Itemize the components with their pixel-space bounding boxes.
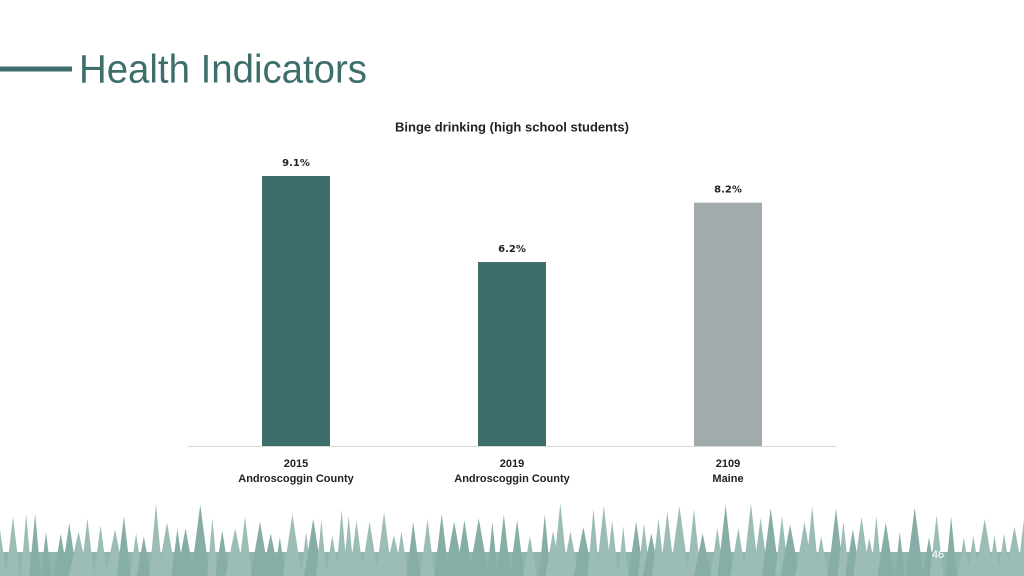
tree [945, 516, 957, 576]
tree [877, 522, 895, 576]
tree [261, 533, 280, 576]
x-tick-label: Maine [712, 473, 743, 485]
tree [176, 528, 195, 576]
tree [905, 507, 924, 576]
tree [596, 505, 612, 576]
bar [478, 262, 546, 446]
bar [262, 176, 330, 446]
tree [468, 518, 489, 576]
tree [237, 516, 253, 576]
tree [325, 535, 340, 576]
tree [93, 525, 108, 576]
tree-border [0, 503, 1024, 576]
tree [509, 519, 525, 576]
x-tick-label: Androscoggin County [454, 473, 570, 485]
tree [349, 520, 364, 576]
tree [539, 514, 551, 576]
tree [870, 515, 882, 576]
tree [552, 503, 568, 576]
tree [814, 536, 828, 576]
tree [149, 503, 163, 576]
tree [496, 514, 511, 576]
tree [0, 529, 7, 576]
tree [573, 527, 593, 576]
data-label: 8.2% [714, 185, 742, 196]
tree [406, 522, 421, 576]
tree [562, 531, 579, 576]
tree [335, 509, 348, 576]
tree [420, 518, 435, 576]
tree [957, 537, 971, 576]
tree [974, 518, 995, 576]
tree [20, 514, 32, 576]
x-tick-label: Androscoggin County [238, 473, 354, 485]
tree [659, 511, 675, 576]
tree [40, 531, 52, 576]
tree [805, 506, 819, 576]
tree [29, 513, 41, 576]
x-tick-label: 2109 [716, 458, 740, 470]
tree [894, 531, 905, 576]
tree [215, 530, 230, 576]
tree [80, 518, 95, 576]
tree [283, 514, 302, 576]
tree [762, 508, 780, 576]
tree [274, 537, 286, 576]
page-number: 46 [932, 549, 944, 561]
tree [375, 512, 393, 576]
chart-title: Binge drinking (high school students) [395, 119, 629, 134]
tree [434, 514, 450, 576]
tree [694, 533, 712, 576]
tree [190, 504, 210, 576]
tree [316, 520, 327, 576]
tree [587, 508, 600, 576]
tree [780, 524, 800, 576]
tree [929, 515, 944, 576]
tree [360, 521, 379, 576]
x-tick-label: 2015 [284, 458, 308, 470]
tree [837, 521, 850, 576]
tree [136, 536, 151, 576]
tree [157, 522, 177, 576]
tree [207, 518, 218, 576]
data-label: 6.2% [498, 244, 526, 255]
tree [523, 536, 537, 576]
tree [394, 531, 408, 576]
tree [1017, 518, 1024, 576]
bar [694, 202, 762, 446]
data-label: 9.1% [282, 158, 310, 169]
tree [487, 522, 498, 576]
tree [618, 526, 629, 576]
tree [455, 520, 473, 576]
slide-title: Health Indicators [79, 48, 367, 92]
tree [988, 535, 1001, 576]
tree [605, 520, 619, 576]
tree [116, 516, 131, 576]
tree [343, 515, 355, 576]
x-tick-label: 2019 [500, 458, 524, 470]
tree [669, 506, 690, 576]
tree [717, 504, 734, 576]
tree [730, 528, 747, 576]
tree [5, 516, 21, 576]
tree [742, 503, 759, 576]
tree [967, 535, 980, 576]
